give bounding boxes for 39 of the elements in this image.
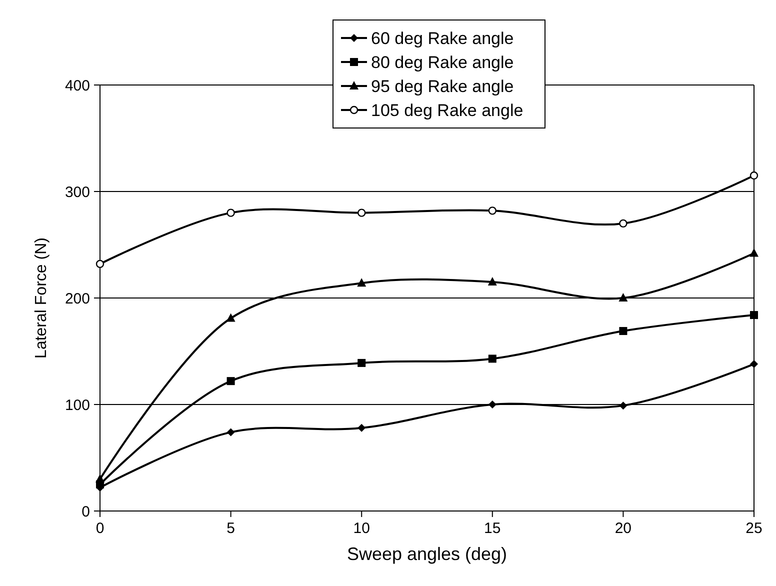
point: [488, 206, 496, 215]
x-tick-label: 0: [96, 520, 104, 537]
y-tick-label: 100: [64, 396, 90, 414]
point: [226, 313, 236, 322]
y-tick-label: 300: [64, 184, 90, 201]
point: [226, 428, 235, 436]
x-tick-label: 10: [353, 520, 370, 537]
x-axis-title: Sweep angles (deg): [346, 544, 508, 564]
legend-label: 95 deg Rake angle: [371, 76, 514, 96]
y-tick-label: 400: [64, 77, 90, 94]
point: [750, 311, 758, 320]
point: [96, 260, 104, 268]
point: [750, 171, 758, 180]
point: [750, 360, 758, 368]
point: [358, 208, 366, 217]
point: [618, 293, 628, 302]
y-tick-label: 0: [82, 503, 90, 520]
legend-label: 60 deg Rake angle: [371, 28, 514, 48]
x-tick-label: 5: [226, 520, 235, 537]
x-tick-label: 15: [484, 520, 501, 537]
point: [750, 248, 758, 257]
x-tick-label: 20: [614, 520, 632, 537]
point: [619, 402, 628, 410]
point: [619, 327, 628, 336]
y-tick-label: 200: [64, 290, 90, 308]
point: [488, 400, 496, 408]
point: [357, 278, 366, 287]
legend-label: 105 deg Rake angle: [371, 100, 524, 120]
y-axis-title: Lateral Force (N): [33, 238, 50, 358]
point: [226, 208, 235, 217]
x-tick-label: 25: [746, 520, 762, 537]
legend-label: 80 deg Rake angle: [371, 52, 514, 72]
point: [488, 354, 496, 363]
point: [96, 474, 104, 483]
point: [358, 424, 366, 432]
point: [226, 377, 235, 386]
point: [358, 358, 366, 367]
point: [488, 277, 497, 286]
point: [619, 219, 628, 228]
